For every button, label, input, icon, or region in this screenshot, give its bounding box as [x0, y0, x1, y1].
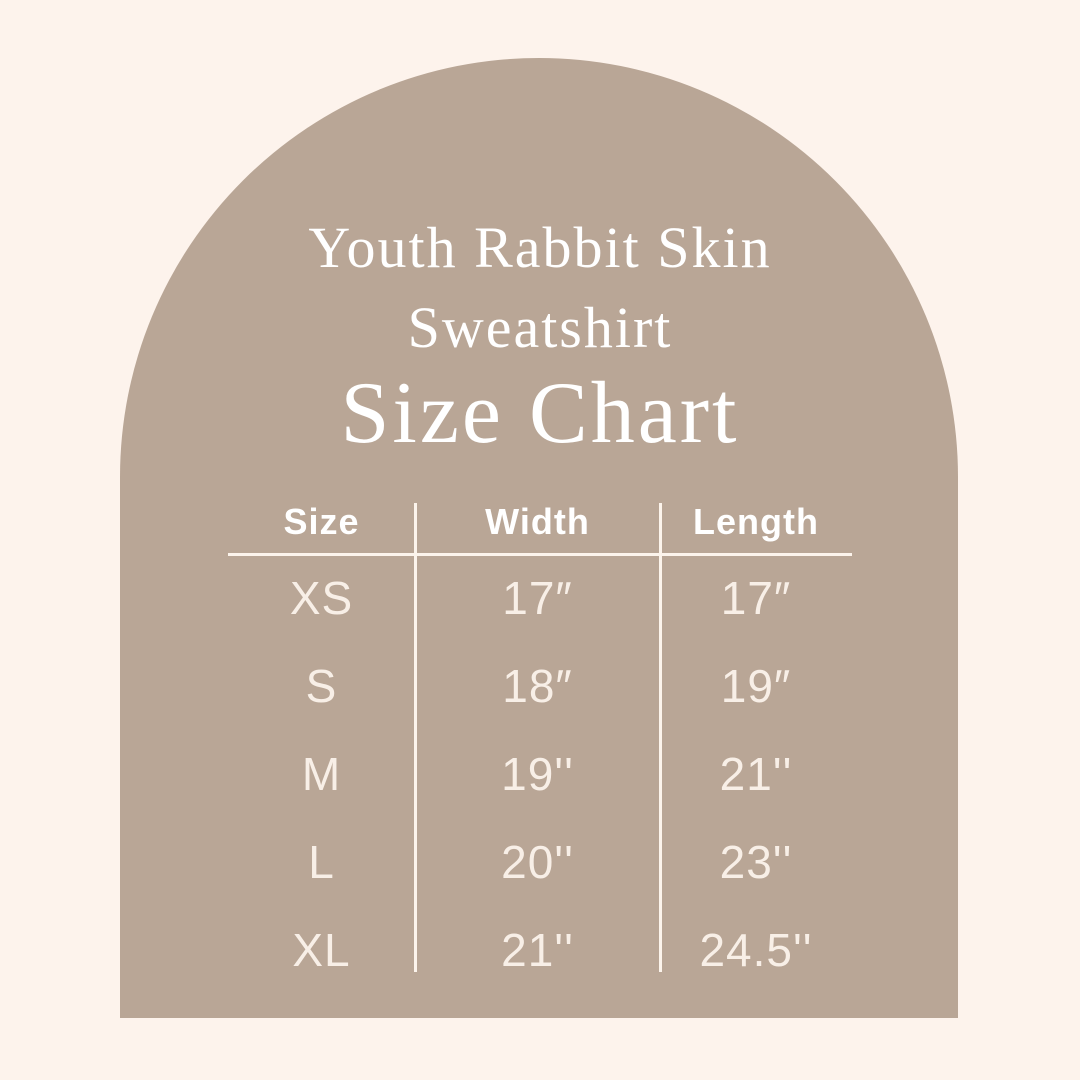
- size-cell: XL: [292, 924, 351, 976]
- size-cell: L: [308, 836, 335, 888]
- width-cell: 19'': [501, 748, 574, 800]
- product-title-line1: Youth Rabbit Skin: [308, 215, 772, 280]
- title-block: Youth Rabbit Skin Sweatshirt Size Chart: [0, 208, 1080, 460]
- length-cell: 19″: [720, 660, 792, 712]
- size-cell: S: [305, 660, 338, 712]
- length-cell: 17″: [720, 572, 792, 624]
- length-cell: 21'': [719, 748, 793, 800]
- width-cell: 20'': [501, 836, 574, 888]
- width-cell: 17″: [502, 572, 573, 624]
- size-cell: M: [301, 748, 342, 800]
- header-cell-length: Length: [693, 501, 819, 542]
- size-chart-heading: Size Chart: [340, 365, 740, 462]
- length-cell: 23'': [719, 836, 793, 888]
- column-divider-line-1: [414, 503, 417, 972]
- product-title-line2: Sweatshirt: [407, 295, 673, 360]
- size-chart-table: Size Width Length XS 17″ 17″ S 18″ 19″ M…: [228, 490, 852, 994]
- header-cell-width: Width: [485, 501, 590, 542]
- width-cell: 21'': [501, 924, 574, 976]
- header-cell-size: Size: [283, 501, 360, 542]
- length-cell: 24.5'': [699, 924, 813, 976]
- arch-background-panel: [120, 58, 958, 1018]
- size-cell: XS: [289, 572, 354, 624]
- header-divider-line: [228, 553, 852, 556]
- width-cell: 18″: [502, 660, 573, 712]
- column-divider-line-2: [659, 503, 662, 972]
